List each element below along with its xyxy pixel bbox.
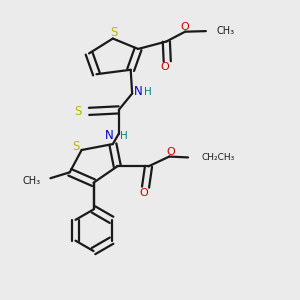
Text: S: S bbox=[111, 26, 118, 38]
Text: H: H bbox=[144, 87, 152, 97]
Text: O: O bbox=[160, 62, 169, 72]
Text: S: S bbox=[73, 140, 80, 153]
Text: O: O bbox=[167, 147, 175, 157]
Text: N: N bbox=[105, 129, 113, 142]
Text: CH₃: CH₃ bbox=[23, 176, 41, 186]
Text: O: O bbox=[140, 188, 148, 198]
Text: O: O bbox=[180, 22, 189, 32]
Text: S: S bbox=[74, 105, 82, 118]
Text: H: H bbox=[120, 131, 128, 141]
Text: CH₂CH₃: CH₂CH₃ bbox=[201, 153, 234, 162]
Text: N: N bbox=[134, 85, 143, 98]
Text: CH₃: CH₃ bbox=[217, 26, 235, 35]
